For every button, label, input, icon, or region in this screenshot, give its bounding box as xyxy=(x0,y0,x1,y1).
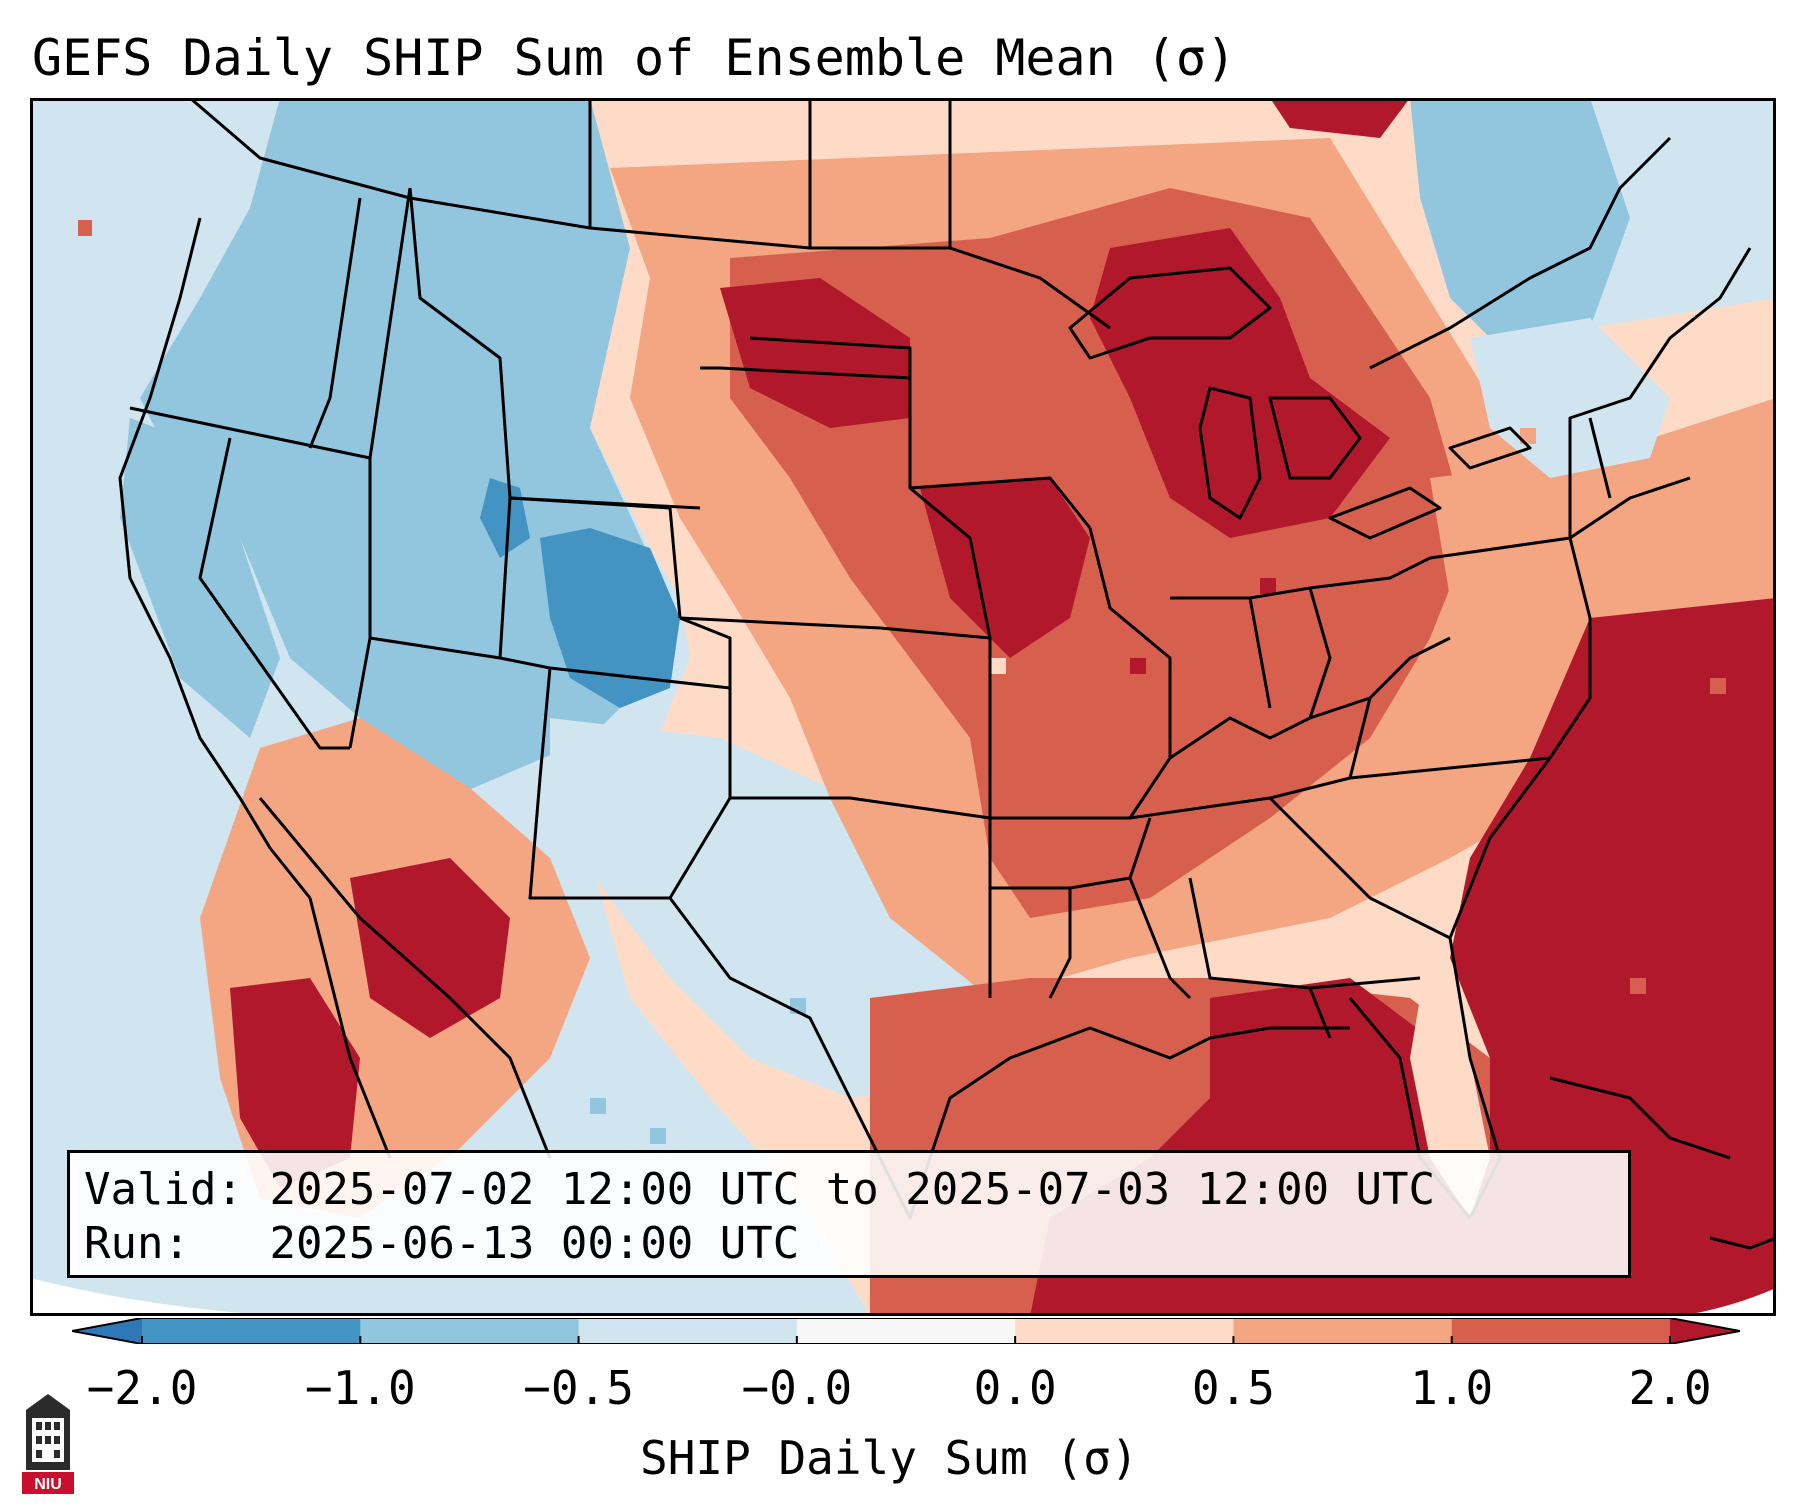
field-iowa-red xyxy=(920,478,1090,658)
colorbar-bin xyxy=(578,1318,798,1344)
colorbar-bin xyxy=(142,1318,361,1344)
field-plains-red xyxy=(720,278,910,428)
colorbar-bin xyxy=(1233,1318,1453,1344)
colorbar-bin xyxy=(1015,1318,1234,1344)
field-nw-blue xyxy=(140,98,670,798)
colorbar-bin xyxy=(796,1318,1016,1344)
page-title: GEFS Daily SHIP Sum of Ensemble Mean (σ) xyxy=(32,29,1237,87)
field-ne-blue xyxy=(1410,98,1630,358)
colorbar-label: SHIP Daily Sum (σ) xyxy=(640,1431,1139,1485)
valid-line: Valid: 2025-07-02 12:00 UTC to 2025-07-0… xyxy=(84,1163,1614,1217)
run-line: Run: 2025-06-13 00:00 UTC xyxy=(84,1217,1614,1271)
projection-edge-right xyxy=(1680,1288,1776,1316)
colorbar-tick-label: 0.0 xyxy=(973,1361,1057,1415)
field-colorado-blue xyxy=(540,528,680,708)
map-panel[interactable] xyxy=(30,98,1776,1316)
colorbar-tick-label: −1.0 xyxy=(304,1361,416,1415)
colorbar xyxy=(72,1318,1740,1344)
run-label: Run: xyxy=(84,1218,190,1269)
colorbar-bin xyxy=(1451,1318,1671,1344)
colorbar-tick-label: 1.0 xyxy=(1410,1361,1494,1415)
colorbar-tick-label: 0.5 xyxy=(1191,1361,1275,1415)
state-boundaries xyxy=(118,98,1776,1250)
field-greatlakes-red xyxy=(1090,228,1390,538)
map-border xyxy=(30,98,1776,1316)
projection-edge xyxy=(30,1278,450,1316)
valid-value: 2025-07-02 12:00 UTC to 2025-07-03 12:00… xyxy=(269,1164,1436,1215)
field-hudson-red xyxy=(1270,98,1410,138)
grid-speckles xyxy=(78,220,1726,1144)
colorbar-extend-low xyxy=(72,1318,142,1344)
field-baja-red xyxy=(230,978,360,1188)
colorbar-tick-label: −0.5 xyxy=(523,1361,634,1415)
field-sw-red xyxy=(350,858,510,1038)
field-atlantic-red xyxy=(1450,598,1776,1316)
colorbar-tick-label: −0.0 xyxy=(741,1361,853,1415)
info-box: Valid: 2025-07-02 12:00 UTC to 2025-07-0… xyxy=(67,1150,1631,1278)
valid-label: Valid: xyxy=(84,1164,243,1215)
run-value: 2025-06-13 00:00 UTC xyxy=(269,1218,800,1269)
university-tower-icon: NIU xyxy=(22,1394,74,1494)
colorbar-tick-label: −2.0 xyxy=(86,1361,198,1415)
colorbar-extend-high xyxy=(1670,1318,1740,1344)
logo-text: NIU xyxy=(34,1476,62,1493)
colorbar-tick-label: 2.0 xyxy=(1628,1361,1712,1415)
field-east-salmon xyxy=(1430,398,1776,658)
colorbar-bin xyxy=(360,1318,580,1344)
